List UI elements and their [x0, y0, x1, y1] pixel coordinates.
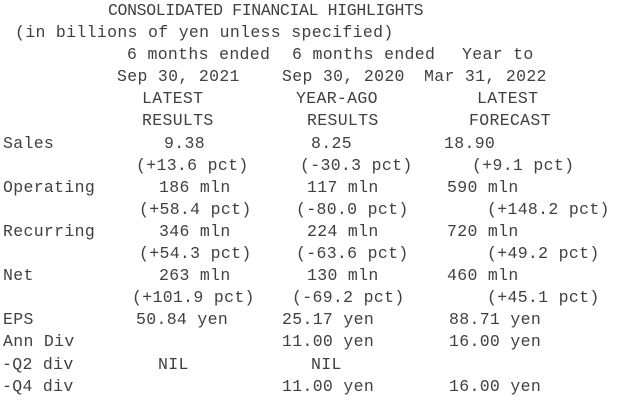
sales-latest-value: 9.38	[164, 133, 205, 153]
operating-change-forecast: (+148.2 pct)	[487, 199, 610, 219]
kind-header-row: RESULTS RESULTS FORECAST	[0, 110, 618, 132]
ann-div-yearago-value: 11.00 yen	[282, 332, 375, 352]
col-forecast-period-header: Year to	[462, 45, 534, 65]
sales-row: Sales 9.38 8.25 18.90	[0, 133, 618, 155]
operating-row: Operating 186 mln 117 mln 590 mln	[0, 177, 618, 199]
title-line: CONSOLIDATED FINANCIAL HIGHLIGHTS	[0, 0, 618, 22]
col-forecast-age-header: LATEST	[477, 89, 539, 109]
net-yearago-value: 130 mln	[307, 266, 379, 286]
q2-div-row: -Q2 div NIL NIL	[0, 354, 618, 376]
ann-div-forecast-value: 16.00 yen	[449, 332, 542, 352]
eps-row: EPS 50.84 yen 25.17 yen 88.71 yen	[0, 309, 618, 331]
eps-yearago-value: 25.17 yen	[282, 310, 375, 330]
sales-change-latest: (+13.6 pct)	[136, 155, 249, 175]
sales-forecast-value: 18.90	[444, 133, 496, 153]
operating-forecast-value: 590 mln	[447, 177, 519, 197]
col-latest-kind-header: RESULTS	[142, 111, 214, 131]
row-label-operating: Operating	[3, 177, 96, 197]
operating-change-row: (+58.4 pct) (-80.0 pct) (+148.2 pct)	[0, 199, 618, 221]
report-title: CONSOLIDATED FINANCIAL HIGHLIGHTS	[108, 1, 424, 20]
row-label-q2-div: -Q2 div	[2, 354, 74, 374]
col-yearago-date-header: Sep 30, 2020	[282, 67, 405, 87]
date-header-row: Sep 30, 2021 Sep 30, 2020 Mar 31, 2022	[0, 66, 618, 88]
row-label-q4-div: -Q4 div	[2, 376, 74, 396]
report-subtitle: (in billions of yen unless specified)	[15, 23, 394, 43]
net-change-row: (+101.9 pct) (-69.2 pct) (+45.1 pct)	[0, 287, 618, 309]
col-forecast-kind-header: FORECAST	[469, 111, 551, 131]
recurring-change-row: (+54.3 pct) (-63.6 pct) (+49.2 pct)	[0, 243, 618, 265]
net-change-forecast: (+45.1 pct)	[487, 288, 600, 308]
q2-div-latest-value: NIL	[158, 354, 189, 374]
q4-div-yearago-value: 11.00 yen	[282, 376, 375, 396]
eps-forecast-value: 88.71 yen	[449, 310, 542, 330]
row-label-net: Net	[3, 266, 34, 286]
q4-div-row: -Q4 div 11.00 yen 16.00 yen	[0, 376, 618, 398]
row-label-eps: EPS	[3, 310, 34, 330]
sales-change-yearago: (-30.3 pct)	[300, 155, 413, 175]
net-latest-value: 263 mln	[159, 266, 231, 286]
col-yearago-period-header: 6 months ended	[292, 45, 436, 65]
row-label-ann-div: Ann Div	[3, 332, 75, 352]
net-change-latest: (+101.9 pct)	[132, 288, 255, 308]
operating-change-yearago: (-80.0 pct)	[296, 199, 409, 219]
operating-latest-value: 186 mln	[159, 177, 231, 197]
recurring-yearago-value: 224 mln	[307, 221, 379, 241]
col-yearago-kind-header: RESULTS	[307, 111, 379, 131]
net-change-yearago: (-69.2 pct)	[292, 288, 405, 308]
col-yearago-age-header: YEAR-AGO	[296, 89, 378, 109]
col-latest-period-header: 6 months ended	[127, 45, 271, 65]
recurring-change-forecast: (+49.2 pct)	[487, 244, 600, 264]
net-forecast-value: 460 mln	[447, 266, 519, 286]
operating-yearago-value: 117 mln	[307, 177, 379, 197]
row-label-recurring: Recurring	[3, 221, 96, 241]
sales-yearago-value: 8.25	[311, 133, 352, 153]
subtitle-line: (in billions of yen unless specified)	[0, 22, 618, 44]
ann-div-row: Ann Div 11.00 yen 16.00 yen	[0, 331, 618, 353]
recurring-row: Recurring 346 mln 224 mln 720 mln	[0, 221, 618, 243]
recurring-change-yearago: (-63.6 pct)	[296, 244, 409, 264]
operating-change-latest: (+58.4 pct)	[139, 199, 252, 219]
recurring-change-latest: (+54.3 pct)	[139, 244, 252, 264]
col-forecast-date-header: Mar 31, 2022	[424, 67, 547, 87]
col-latest-date-header: Sep 30, 2021	[117, 67, 240, 87]
q4-div-forecast-value: 16.00 yen	[449, 376, 542, 396]
q2-div-yearago-value: NIL	[311, 354, 342, 374]
age-header-row: LATEST YEAR-AGO LATEST	[0, 88, 618, 110]
period-header-row: 6 months ended 6 months ended Year to	[0, 44, 618, 66]
sales-change-forecast: (+9.1 pct)	[472, 155, 575, 175]
sales-change-row: (+13.6 pct) (-30.3 pct) (+9.1 pct)	[0, 155, 618, 177]
col-latest-age-header: LATEST	[142, 89, 204, 109]
net-row: Net 263 mln 130 mln 460 mln	[0, 265, 618, 287]
eps-latest-value: 50.84 yen	[136, 310, 229, 330]
recurring-forecast-value: 720 mln	[447, 221, 519, 241]
row-label-sales: Sales	[3, 133, 55, 153]
recurring-latest-value: 346 mln	[159, 221, 231, 241]
